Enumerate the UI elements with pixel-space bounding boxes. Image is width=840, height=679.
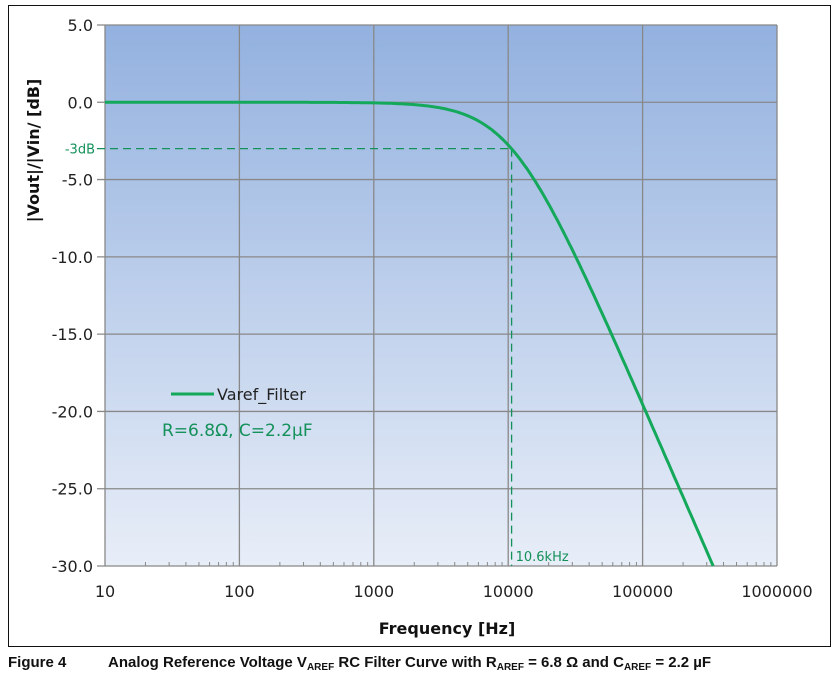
y-tick-label: 5.0 — [68, 16, 93, 35]
y-tick-label: -20.0 — [52, 402, 93, 421]
series-line-varef-filter — [105, 100, 715, 567]
y-tick-label: -30.0 — [52, 557, 93, 576]
x-tick-label: 1000 — [353, 582, 394, 601]
caption-sub: AREF — [496, 662, 524, 673]
x-tick-label: 1000000 — [741, 582, 812, 601]
x-tick-label: 10 — [95, 582, 115, 601]
y-tick-label: -15.0 — [52, 325, 93, 344]
figure-caption: Figure 4 Analog Reference Voltage VAREF R… — [8, 654, 711, 673]
y-tick-label: -10.0 — [52, 248, 93, 267]
plot-area — [105, 25, 777, 566]
y-tick-label: 0.0 — [68, 93, 93, 112]
x-tick-label: 100 — [224, 582, 255, 601]
x-tick-label: 10000 — [483, 582, 534, 601]
y-axis-label: |Vout|/|Vin/ [dB] — [24, 79, 44, 223]
cutoff-label: 10.6kHz — [516, 550, 569, 565]
caption-sub: AREF — [306, 662, 335, 673]
caption-sub: AREF — [623, 662, 652, 673]
y-tick-label: -25.0 — [52, 480, 93, 499]
caption-text: = 6.8 Ω and C — [523, 654, 624, 671]
x-tick-label: 100000 — [612, 582, 673, 601]
caption-text: RC Filter Curve with R — [334, 654, 497, 671]
minus-3db-label: -3dB — [65, 143, 95, 158]
params-annotation: R=6.8Ω, C=2.2µF — [162, 421, 313, 441]
caption-text: Analog Reference Voltage V — [108, 654, 307, 671]
y-tick-label: -5.0 — [62, 171, 93, 190]
rc-filter-chart: 10 100 1000 10000 100000 1000000 5.0 0.0 -5.0 -10… — [24, 16, 813, 638]
caption-text: = 2.2 µF — [651, 654, 712, 671]
figure-number: Figure 4 — [8, 654, 67, 671]
x-axis-label: Frequency [Hz] — [379, 619, 516, 638]
legend-label: Varef_Filter — [217, 385, 306, 405]
chart-frame: 10 100 1000 10000 100000 1000000 5.0 0.0 -5.0 -10… — [8, 5, 831, 647]
